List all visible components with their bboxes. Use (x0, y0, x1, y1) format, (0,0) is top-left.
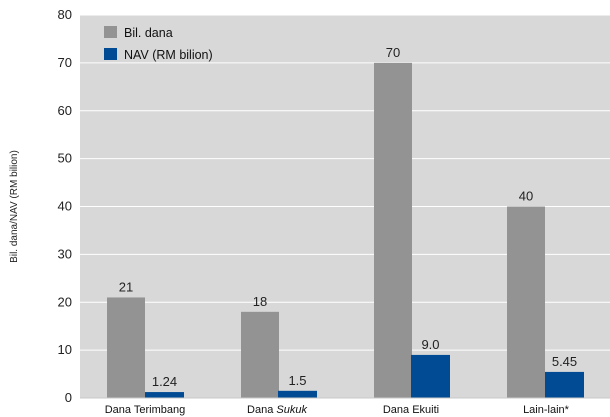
x-tick-label-text: Dana Terimbang (105, 404, 186, 416)
y-tick-label: 60 (58, 103, 72, 118)
y-tick-label: 20 (58, 294, 72, 309)
y-tick-label: 50 (58, 151, 72, 166)
data-labels: 21 18 70 40 1.24 1.5 9.0 5.45 (119, 45, 577, 389)
data-label: 1.5 (288, 373, 306, 388)
data-label: 5.45 (552, 354, 577, 369)
x-tick-label: Dana Sukuk (247, 404, 307, 416)
x-tick-label-text: Dana (247, 404, 276, 416)
legend-label: NAV (RM bilion) (124, 48, 213, 62)
data-label: 18 (253, 294, 267, 309)
x-tick-label: Lain-lain* (523, 404, 570, 416)
data-label: 9.0 (421, 337, 439, 352)
data-label: 21 (119, 279, 133, 294)
bar-nav (545, 371, 584, 398)
bar-bil-dana (107, 297, 145, 398)
bar-bil-dana (374, 62, 412, 398)
data-label: 1.24 (152, 374, 177, 389)
y-tick-label: 0 (65, 390, 72, 405)
gridlines (80, 14, 610, 351)
bar-nav (411, 354, 450, 398)
y-tick-label: 30 (58, 246, 72, 261)
bar-nav (145, 392, 184, 398)
data-label: 70 (386, 45, 400, 60)
x-tick-label: Dana Terimbang (105, 404, 186, 416)
legend-label: Bil. dana (124, 26, 173, 40)
y-tick-label: 80 (58, 7, 72, 22)
x-tick-label-text: Lain-lain* (523, 404, 570, 416)
x-tick-label: Dana Ekuiti (383, 404, 439, 416)
bar-bil-dana (241, 311, 279, 398)
y-axis-ticks: 0 10 20 30 40 50 60 70 80 (58, 7, 72, 405)
legend-swatch (104, 48, 117, 60)
y-tick-label: 40 (58, 199, 72, 214)
bars (80, 62, 610, 399)
bar-nav (278, 390, 317, 398)
y-tick-label: 10 (58, 342, 72, 357)
y-tick-label: 70 (58, 55, 72, 70)
bar-bil-dana (507, 206, 545, 398)
x-tick-label-text: Dana Ekuiti (383, 404, 439, 416)
y-axis-label: Bil. dana/NAV (RM bilion) (9, 150, 20, 263)
data-label: 40 (519, 189, 533, 204)
legend: Bil. dana NAV (RM bilion) (104, 26, 213, 62)
legend-swatch (104, 26, 117, 38)
x-tick-label-italic: Sukuk (276, 404, 307, 416)
x-axis-categories: Dana Terimbang Dana Sukuk Dana Ekuiti Lain-… (105, 404, 570, 416)
